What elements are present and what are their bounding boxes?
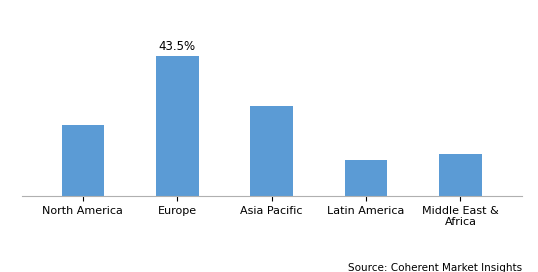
Text: Source: Coherent Market Insights: Source: Coherent Market Insights (348, 263, 522, 272)
Bar (156, 56, 199, 196)
Bar (345, 160, 387, 196)
Text: 43.5%: 43.5% (159, 41, 196, 53)
Bar (439, 154, 482, 196)
Bar (251, 106, 293, 196)
Bar (62, 125, 104, 196)
